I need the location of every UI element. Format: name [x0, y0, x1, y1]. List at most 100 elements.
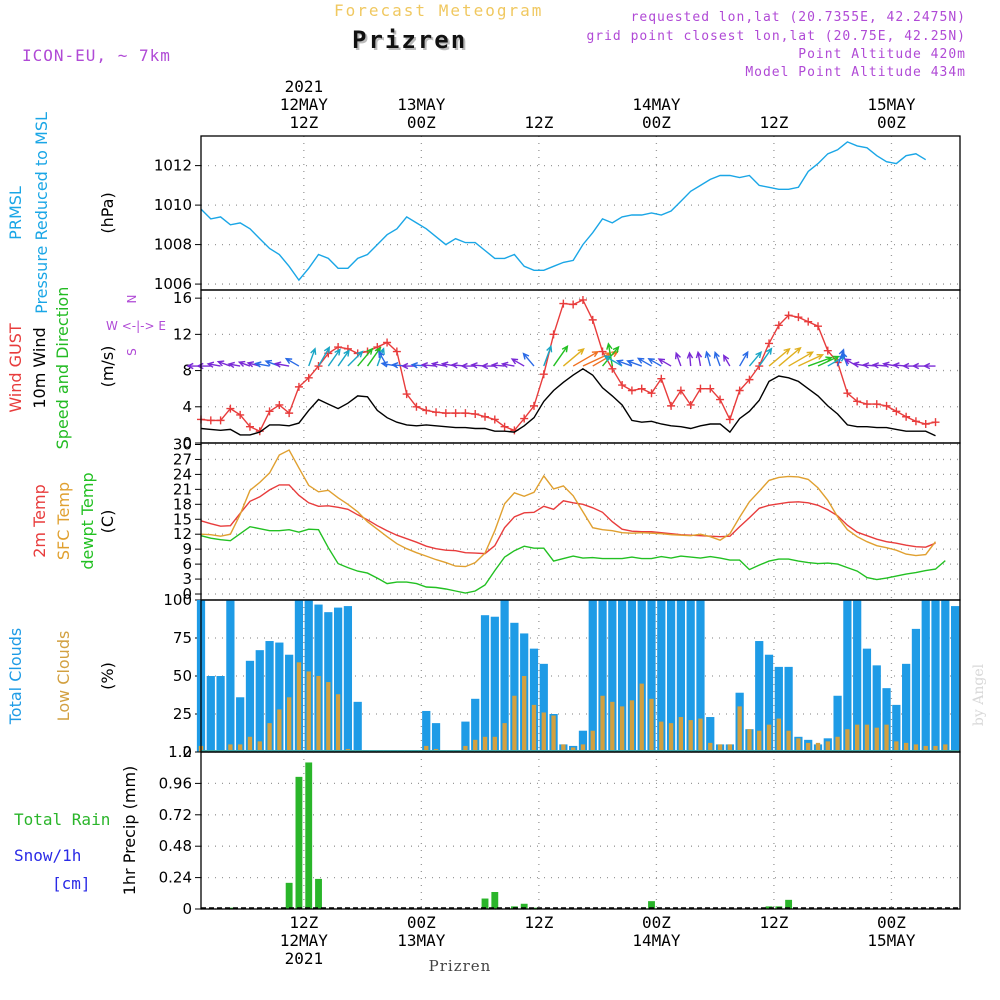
time-label-top: 00Z — [877, 113, 906, 132]
total-cloud-bar — [461, 721, 470, 752]
time-label-bottom: 00Z — [407, 913, 436, 932]
gust-marker — [549, 330, 558, 339]
low-cloud-bar — [913, 744, 919, 752]
gust-marker — [716, 395, 725, 404]
low-cloud-bar — [855, 724, 860, 752]
time-label-bottom: 12Z — [289, 913, 318, 932]
y-axis-label: 1hr Precip (mm) — [120, 766, 139, 896]
wind-direction-arrow — [739, 350, 749, 367]
wind-direction-arrow — [284, 357, 300, 367]
wind-direction-arrow — [657, 358, 672, 367]
wind-direction-arrow — [357, 347, 374, 367]
total-cloud-bar — [324, 612, 333, 752]
rain-bar — [315, 878, 322, 909]
low-cloud-bar — [815, 742, 821, 752]
time-label-top: 00Z — [407, 113, 436, 132]
grid-point-coords: grid point closest lon,lat (20.75E, 42.2… — [586, 29, 966, 44]
gust-line — [200, 299, 936, 433]
wind-direction-arrow — [713, 350, 721, 367]
total-cloud-bar — [784, 666, 793, 752]
gust-marker — [774, 321, 783, 330]
low-cloud-bar — [698, 718, 703, 752]
low-cloud-bar — [825, 741, 830, 752]
gust-marker — [206, 416, 215, 425]
gust-marker — [265, 407, 274, 416]
gust-marker — [618, 381, 627, 390]
wind-direction-arrow — [347, 350, 364, 367]
total-cloud-bar — [578, 730, 588, 752]
wind-direction-arrow — [758, 347, 773, 367]
total-cloud-bar — [490, 616, 499, 752]
gust-marker — [559, 299, 568, 308]
y-tick-label: 0.72 — [159, 806, 192, 824]
low-cloud-bar — [492, 736, 497, 752]
total-cloud-bar — [265, 641, 274, 752]
low-cloud-bar — [238, 744, 243, 752]
gust-marker — [794, 313, 803, 322]
gust-marker — [725, 415, 734, 424]
total-rain-label: Total Rain — [14, 810, 110, 829]
gust-marker — [745, 375, 754, 384]
low-cloud-bar — [551, 715, 556, 752]
low-cloud-bar — [943, 744, 948, 752]
total-cloud-bar — [637, 600, 646, 752]
low-cloud-bar — [580, 744, 586, 752]
total-cloud-bar — [696, 600, 705, 752]
y-tick-label: 16 — [173, 289, 192, 307]
low-cloud-bar — [864, 724, 870, 752]
low-cloud-bar — [473, 739, 478, 752]
total-cloud-bar — [343, 606, 353, 752]
y-tick-label: 9 — [182, 540, 192, 558]
low-cloud-bar — [522, 676, 527, 752]
temp2m-label: 2m Temp — [30, 484, 49, 558]
total-cloud-bar — [618, 600, 627, 752]
low-cloud-bar — [257, 741, 262, 752]
gust-marker — [275, 400, 284, 409]
total-cloud-bar — [853, 600, 862, 752]
gust-marker — [676, 386, 685, 395]
low-cloud-bar — [737, 706, 742, 752]
total-cloud-bar — [480, 615, 490, 752]
total-cloud-bar — [686, 600, 695, 752]
point-altitude: Point Altitude 420m — [798, 47, 966, 62]
total-cloud-bar — [931, 600, 940, 752]
compass-north: N — [125, 295, 139, 304]
gust-marker — [804, 317, 813, 326]
gust-marker — [461, 409, 470, 418]
gust-marker — [765, 339, 774, 348]
total-cloud-bar — [275, 642, 284, 752]
gust-marker — [520, 414, 529, 423]
gust-marker — [451, 409, 460, 418]
total-clouds-label: Total Clouds — [6, 628, 25, 726]
prmsl-label: PRMSL — [6, 186, 25, 240]
low-cloud-bar — [884, 724, 889, 752]
low-cloud-bar — [590, 730, 595, 752]
total-cloud-bar — [500, 600, 509, 752]
gust-marker — [696, 384, 705, 393]
wind-direction-arrow — [615, 359, 633, 367]
t2m-line — [200, 484, 936, 555]
compass-west-east: W <-|-> E — [106, 319, 166, 333]
credit-label: by Angel — [971, 663, 987, 726]
panel-frame — [200, 135, 961, 291]
time-label-top: 12Z — [524, 113, 553, 132]
bottom-station-label: Prizren — [429, 957, 492, 975]
wind-direction-arrow — [227, 361, 241, 369]
time-label-bottom: 12MAY — [280, 931, 329, 950]
total-cloud-bar — [226, 600, 235, 752]
gust-marker — [853, 397, 862, 406]
wind-direction-arrow — [253, 361, 270, 368]
wind-direction-arrow — [922, 362, 936, 370]
low-cloud-bar — [512, 695, 517, 752]
low-cloud-bar — [835, 736, 840, 752]
wind-direction-arrow — [817, 355, 840, 367]
low-cloud-bar — [796, 738, 801, 752]
low-cloud-bar — [335, 694, 341, 752]
total-cloud-bar — [774, 666, 783, 752]
gust-marker — [334, 343, 343, 352]
total-cloud-bar — [333, 607, 343, 752]
gust-marker — [255, 427, 264, 436]
wind-direction-arrow — [603, 355, 623, 367]
total-cloud-bar — [833, 695, 842, 752]
dewpt-line — [200, 525, 946, 594]
